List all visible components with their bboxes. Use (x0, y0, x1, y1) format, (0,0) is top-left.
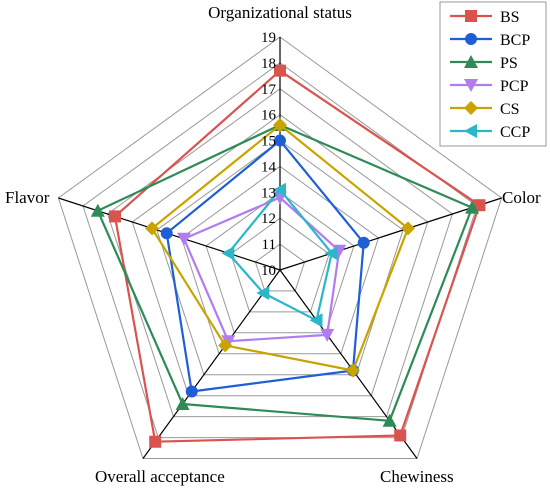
series-line-ccp (227, 188, 333, 322)
data-point-bs (394, 429, 407, 442)
legend: BS BCP PS PCP CS CCP (439, 1, 547, 147)
tick-label: 18 (261, 56, 276, 72)
series-line-ps (96, 123, 474, 422)
legend-item-ps: PS (450, 55, 518, 72)
legend-label: PS (500, 55, 518, 72)
axis-spoke (142, 269, 281, 459)
series-layer (90, 64, 486, 448)
series-bs (109, 64, 486, 448)
tick-label: 17 (261, 82, 277, 98)
axis-label: Overall acceptance (95, 467, 225, 486)
tick-label: 15 (261, 134, 276, 150)
data-point-bs (274, 64, 286, 77)
legend-item-ccp: CCP (450, 124, 530, 141)
data-point-bcp (274, 134, 286, 147)
series-ps (90, 118, 480, 427)
grid-ring-14 (180, 165, 380, 355)
legend-marker (464, 79, 478, 92)
data-point-ccp (309, 313, 323, 328)
legend-item-pcp: PCP (450, 78, 529, 95)
data-point-cs (145, 221, 159, 236)
tick-label: 19 (261, 30, 276, 46)
axis-spoke (279, 197, 502, 271)
tick-label: 14 (261, 159, 277, 175)
axis-label: Organizational status (208, 3, 352, 22)
legend-marker (465, 10, 477, 22)
data-point-pcp (320, 328, 335, 342)
data-point-bs (109, 210, 122, 223)
legend-marker (464, 101, 478, 115)
axis-label: Flavor (5, 188, 50, 207)
data-point-cs (218, 338, 233, 353)
data-point-ps (175, 397, 190, 410)
series-line-bs (113, 69, 481, 443)
axis-label: Color (502, 188, 541, 207)
grid-ring-13 (205, 191, 355, 334)
series-line-bcp (165, 139, 365, 393)
data-point-bs (149, 435, 162, 448)
grid-ring-15 (156, 139, 404, 376)
data-point-ps (90, 203, 105, 217)
legend-label: BS (500, 9, 520, 26)
legend-box (439, 1, 547, 147)
grid-ring-11 (254, 243, 306, 292)
data-point-ccp (324, 246, 338, 261)
axis-label: Chewiness (380, 467, 454, 486)
series-line-cs (150, 123, 410, 372)
data-point-bcp (357, 236, 370, 249)
data-point-ps (465, 200, 480, 214)
data-point-cs (401, 221, 415, 236)
tick-label: 16 (261, 108, 277, 124)
legend-marker (464, 55, 478, 68)
grid-ring-19 (57, 36, 503, 459)
legend-item-bs: BS (450, 9, 520, 26)
legend-marker (464, 124, 477, 138)
data-point-ccp (256, 286, 270, 300)
legend-label: CS (500, 101, 520, 118)
data-point-bcp (185, 385, 198, 398)
data-point-ccp (273, 182, 286, 197)
data-point-cs (346, 363, 360, 378)
tick-label: 12 (261, 211, 276, 227)
grid-layer (57, 36, 503, 459)
tick-label: 10 (261, 263, 276, 279)
tick-layer: 10 11 12 13 14 15 16 17 18 19 (261, 30, 277, 279)
series-line-pcp (182, 196, 341, 343)
legend-label: PCP (500, 78, 529, 95)
data-point-bs (473, 199, 486, 212)
data-point-ps (382, 413, 397, 427)
legend-label: CCP (500, 124, 530, 141)
data-point-ccp (221, 246, 235, 261)
series-cs (145, 118, 415, 378)
legend-item-bcp: BCP (450, 32, 530, 49)
data-point-bcp (160, 227, 173, 240)
axis-spoke (279, 269, 418, 459)
grid-ring-16 (131, 114, 429, 397)
series-ccp (221, 182, 338, 328)
legend-item-cs: CS (450, 101, 520, 118)
tick-label: 11 (262, 237, 276, 253)
data-point-pcp (177, 232, 191, 246)
axis-label-layer: Organizational status Color Chewiness Overa… (5, 3, 541, 486)
legend-marker (465, 33, 477, 45)
grid-ring-12 (230, 217, 330, 313)
data-point-cs (273, 118, 287, 132)
legend-label: BCP (500, 32, 530, 49)
tick-label: 13 (261, 185, 276, 201)
